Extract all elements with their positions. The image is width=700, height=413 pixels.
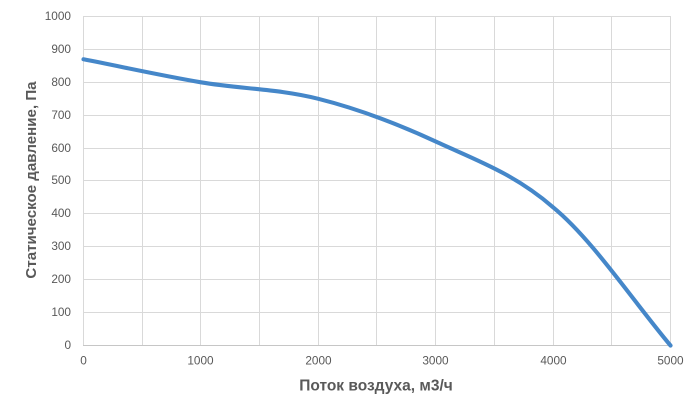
svg-text:800: 800	[51, 75, 71, 89]
svg-text:5000: 5000	[657, 354, 684, 368]
svg-text:500: 500	[51, 173, 71, 187]
svg-text:2000: 2000	[305, 354, 332, 368]
svg-text:3000: 3000	[422, 354, 449, 368]
svg-text:Поток воздуха, м3/ч: Поток воздуха, м3/ч	[299, 378, 453, 395]
svg-text:1000: 1000	[187, 354, 214, 368]
svg-text:300: 300	[51, 239, 71, 253]
svg-text:400: 400	[51, 206, 71, 220]
svg-text:1000: 1000	[45, 9, 72, 23]
svg-text:200: 200	[51, 272, 71, 286]
svg-text:0: 0	[64, 338, 71, 352]
svg-text:900: 900	[51, 42, 71, 56]
svg-text:0: 0	[80, 354, 87, 368]
svg-text:100: 100	[51, 305, 71, 319]
svg-text:Статическое давление, Па: Статическое давление, Па	[23, 81, 40, 279]
svg-text:4000: 4000	[540, 354, 567, 368]
svg-text:700: 700	[51, 108, 71, 122]
svg-text:600: 600	[51, 141, 71, 155]
